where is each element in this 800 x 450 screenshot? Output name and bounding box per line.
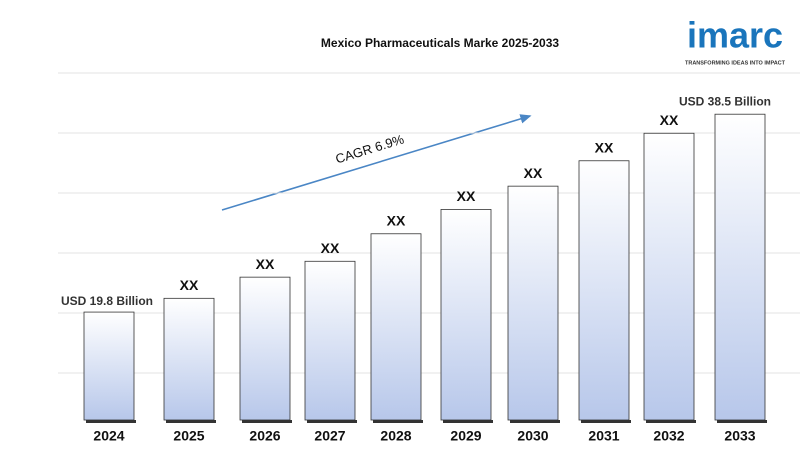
data-label: XX bbox=[387, 212, 406, 228]
bar bbox=[714, 113, 766, 421]
bar bbox=[370, 233, 422, 421]
x-tick-label: 2031 bbox=[588, 428, 619, 444]
bar-shadow bbox=[510, 420, 560, 423]
data-label: XX bbox=[256, 256, 275, 272]
data-label: XX bbox=[321, 240, 340, 256]
data-label: XX bbox=[524, 165, 543, 181]
bar-shadow bbox=[646, 420, 696, 423]
bar bbox=[578, 160, 630, 421]
logo: imarc bbox=[687, 15, 783, 56]
bar bbox=[440, 209, 492, 421]
bar-shadow bbox=[242, 420, 292, 423]
data-label: XX bbox=[180, 277, 199, 293]
x-tick-label: 2025 bbox=[173, 428, 204, 444]
data-label: USD 38.5 Billion bbox=[679, 94, 771, 108]
bar bbox=[643, 132, 695, 421]
bar-shadow bbox=[443, 420, 493, 423]
data-label: XX bbox=[595, 139, 614, 155]
bar-shadow bbox=[307, 420, 357, 423]
x-tick-label: 2027 bbox=[314, 428, 345, 444]
bar-shadow bbox=[86, 420, 136, 423]
bar-shadow bbox=[166, 420, 216, 423]
x-tick-label: 2029 bbox=[450, 428, 481, 444]
x-tick-label: 2024 bbox=[93, 428, 124, 444]
logo-tagline: TRANSFORMING IDEAS INTO IMPACT bbox=[685, 60, 786, 66]
x-tick-label: 2030 bbox=[517, 428, 548, 444]
data-label: XX bbox=[457, 188, 476, 204]
bar bbox=[83, 311, 135, 421]
data-label: XX bbox=[660, 112, 679, 128]
data-label: USD 19.8 Billion bbox=[61, 294, 153, 308]
x-tick-label: 2032 bbox=[653, 428, 684, 444]
bar bbox=[239, 276, 291, 421]
x-tick-label: 2026 bbox=[249, 428, 280, 444]
cagr-arrow bbox=[221, 114, 532, 211]
bar-shadow bbox=[581, 420, 631, 423]
bar-shadow bbox=[373, 420, 423, 423]
x-tick-label: 2028 bbox=[380, 428, 411, 444]
x-tick-label: 2033 bbox=[724, 428, 755, 444]
cagr-label: CAGR 6.9% bbox=[334, 131, 407, 166]
bar bbox=[304, 260, 356, 421]
bar bbox=[507, 185, 559, 421]
chart-title: Mexico Pharmaceuticals Marke 2025-2033 bbox=[321, 36, 559, 50]
bar-shadow bbox=[717, 420, 767, 423]
bar bbox=[163, 297, 215, 421]
